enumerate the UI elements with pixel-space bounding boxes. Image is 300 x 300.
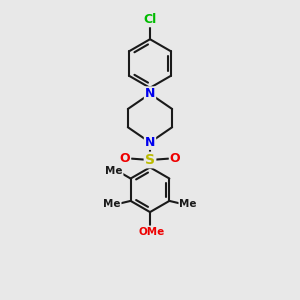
Text: S: S: [145, 153, 155, 167]
Text: Cl: Cl: [143, 13, 157, 26]
Text: N: N: [145, 136, 155, 149]
Text: N: N: [145, 87, 155, 100]
Text: O: O: [170, 152, 180, 165]
Text: OMe: OMe: [138, 226, 164, 236]
Text: O: O: [120, 152, 130, 165]
Text: Me: Me: [103, 199, 121, 209]
Text: Me: Me: [179, 199, 197, 209]
Text: Me: Me: [105, 166, 123, 176]
